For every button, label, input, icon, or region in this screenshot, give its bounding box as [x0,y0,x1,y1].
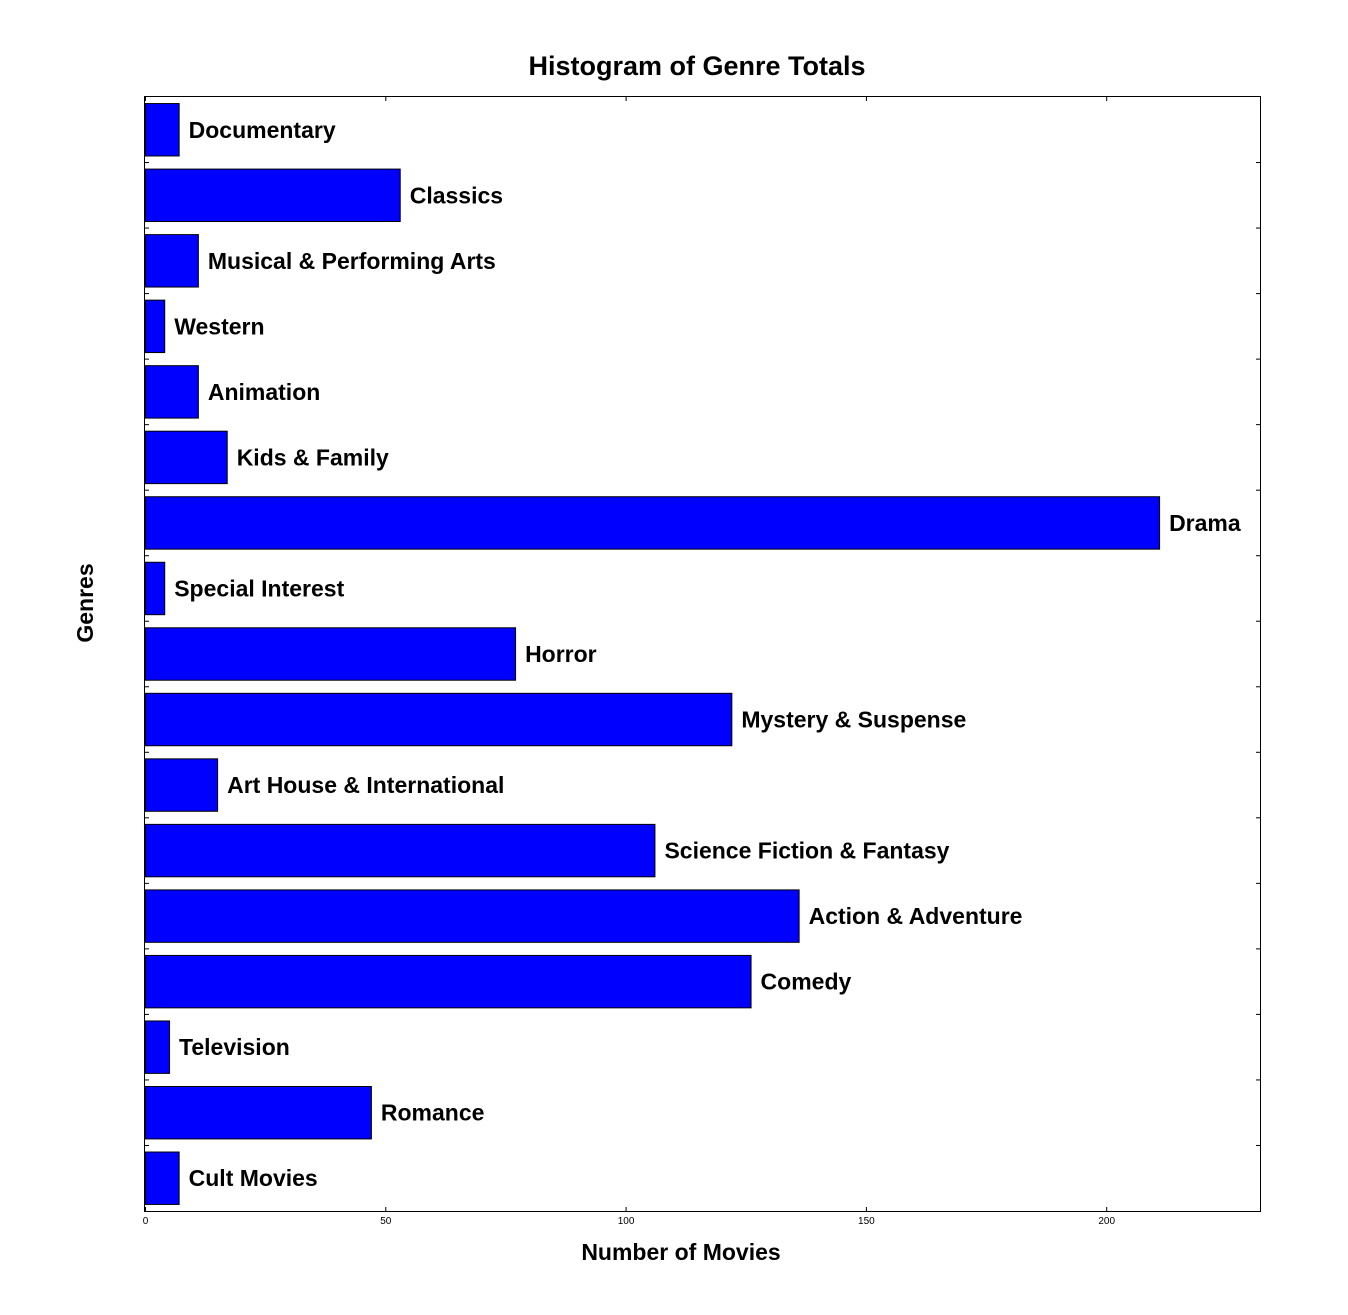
bar-comedy [145,954,752,1009]
bar-horror [145,627,517,681]
bar-label-science-fiction-and-fantasy: Science Fiction & Fantasy [664,838,949,864]
x-tick-label: 0 [143,1216,149,1227]
bar-kids-and-family [145,430,228,485]
ticks-group: 0 50 100 150 200 [143,97,1260,1227]
bar-drama [145,496,1161,550]
bar-action-and-adventure [145,889,800,943]
y-axis-label: Genres [72,563,98,642]
bar-mystery-and-suspense [145,692,733,747]
bar-label-cult-movies: Cult Movies [189,1165,318,1191]
bar-western [145,299,166,354]
bar-art-house-and-international [145,758,219,812]
chart-title: Histogram of Genre Totals [528,51,865,81]
bar-label-animation: Animation [208,379,320,405]
bar-cult-movies [145,1151,180,1205]
bar-label-comedy: Comedy [761,969,852,995]
bar-label-television: Television [179,1034,290,1060]
bar-label-mystery-and-suspense: Mystery & Suspense [741,707,966,733]
plot-frame [144,96,1261,1212]
x-tick-label: 200 [1098,1216,1115,1227]
bar-label-drama: Drama [1169,510,1241,536]
bar-label-documentary: Documentary [189,117,336,143]
bar-label-western: Western [174,313,264,339]
bar-label-classics: Classics [410,182,503,208]
bar-animation [145,365,199,419]
bar-documentary [145,103,180,157]
bar-label-kids-and-family: Kids & Family [237,444,389,470]
x-tick-label: 50 [380,1216,392,1227]
bar-label-musical-and-performing-arts: Musical & Performing Arts [208,248,496,274]
bar-label-action-and-adventure: Action & Adventure [809,903,1023,929]
x-axis-label: Number of Movies [581,1239,780,1265]
bar-special-interest [145,561,166,616]
bar-musical-and-performing-arts [145,234,199,288]
x-tick-label: 100 [618,1216,635,1227]
bar-television [145,1020,171,1074]
bar-romance [145,1085,372,1140]
x-tick-label: 150 [858,1216,875,1227]
bar-science-fiction-and-fantasy [145,823,656,878]
bar-label-art-house-and-international: Art House & International [227,772,504,798]
bar-label-romance: Romance [381,1100,485,1126]
bar-label-horror: Horror [525,641,597,667]
bar-label-special-interest: Special Interest [174,575,344,601]
bar-classics [145,168,401,223]
bars-group: Documentary Classics Musical & Performing … [145,103,1241,1205]
